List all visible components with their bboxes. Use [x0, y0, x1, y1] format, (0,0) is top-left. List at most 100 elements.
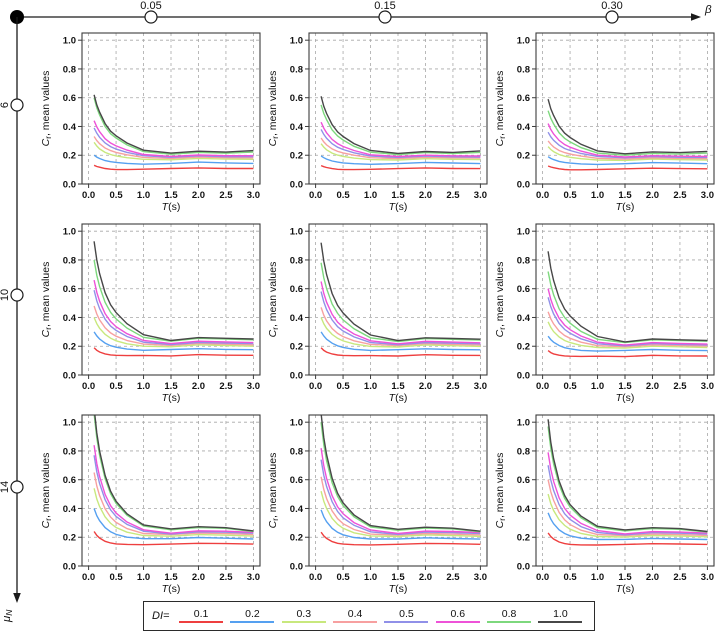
curve-di-0.4 [93, 305, 254, 347]
x-tick-label: 2.0 [646, 572, 659, 583]
curve-di-0.1 [93, 347, 254, 357]
y-tick-label: 0.0 [63, 370, 76, 381]
x-tick-label: 0.0 [536, 572, 549, 583]
x-tick-label: 1.0 [591, 572, 604, 583]
x-axis-label: T(s) [616, 583, 635, 595]
x-tick-label: 1.0 [364, 190, 377, 201]
y-axis-label: Cr, mean values [494, 71, 507, 147]
x-tick-label: 2.5 [446, 190, 460, 201]
y-tick-label: 0.0 [63, 561, 76, 572]
tick-marks [532, 230, 708, 379]
x-tick-label: 2.5 [446, 572, 460, 583]
legend-item-di-0.8: 0.8 [483, 609, 534, 623]
chart-grid: 0.0 0.5 1.0 1.5 2.0 2.5 3.0 0.0 0.2 0.4 0.6 0.8 1.0 T… [38, 24, 716, 597]
curve-di-0.8 [93, 259, 254, 342]
chart-cell: 0.0 0.5 1.0 1.5 2.0 2.5 3.0 0.0 0.2 0.4 0.6 0.8 1.0 T… [265, 24, 491, 215]
y-tick-label: 0.2 [63, 342, 76, 353]
curve-di-0.3 [547, 321, 708, 349]
curve-di-0.2 [320, 331, 481, 352]
x-tick-label: 0.0 [309, 381, 322, 392]
y-tick-label: 0.8 [290, 255, 303, 266]
curve-di-0.2 [547, 512, 708, 541]
legend-di-label: DI= [152, 610, 170, 622]
chart-cell: 0.0 0.5 1.0 1.5 2.0 2.5 3.0 0.0 0.2 0.4 0.6 0.8 1.0 T… [492, 406, 716, 597]
beta-axis-symbol: β [704, 4, 712, 16]
chart-cell: 0.0 0.5 1.0 1.5 2.0 2.5 3.0 0.0 0.2 0.4 0.6 0.8 1.0 T… [38, 406, 264, 597]
y-tick-label: 0.4 [290, 122, 304, 133]
y-tick-label: 0.2 [517, 342, 530, 353]
gridlines [82, 415, 260, 566]
curve-di-0.4 [320, 307, 481, 347]
beta-tick-circle-icon [605, 10, 619, 24]
y-tick-label: 0.4 [517, 313, 531, 324]
curve-di-0.3 [93, 317, 254, 348]
x-tick-label: 1.5 [164, 572, 178, 583]
x-tick-label: 3.0 [474, 381, 487, 392]
curve-di-0.1 [547, 532, 708, 546]
chart-cell: 0.0 0.5 1.0 1.5 2.0 2.5 3.0 0.0 0.2 0.4 0.6 0.8 1.0 T… [265, 406, 491, 597]
x-tick-label: 1.5 [164, 381, 178, 392]
x-tick-label: 1.5 [164, 190, 178, 201]
curves [93, 415, 254, 546]
tick-marks [532, 421, 708, 570]
x-tick-label: 1.0 [364, 381, 377, 392]
curves [320, 96, 481, 171]
gridlines [309, 224, 487, 375]
curve-di-0.5 [547, 131, 708, 159]
x-axis-label: T(s) [389, 583, 408, 595]
mu-axis-symbol: μN [1, 609, 14, 623]
x-tick-label: 1.0 [137, 572, 150, 583]
curves [547, 99, 708, 171]
x-axis-label: T(s) [389, 201, 408, 213]
curve-di-0.2 [547, 156, 708, 166]
mu-tick-circle-icon [10, 98, 24, 112]
y-tick-label: 1.0 [517, 35, 530, 46]
y-axis-label: Cr, mean values [267, 453, 280, 529]
curve-di-0.2 [93, 508, 254, 540]
curve-di-0.2 [320, 509, 481, 540]
y-tick-label: 0.6 [517, 93, 530, 104]
curve-di-0.5 [547, 465, 708, 536]
curve-di-0.1 [320, 347, 481, 357]
gridlines [536, 224, 714, 375]
curve-di-0.4 [93, 136, 254, 160]
curves [93, 94, 254, 171]
curves [320, 242, 481, 357]
legend-item-di-1.0: 1.0 [535, 609, 586, 623]
curve-di-0.2 [320, 155, 481, 166]
tick-labels: 0.0 0.5 1.0 1.5 2.0 2.5 3.0 0.0 0.2 0.4 0.6 0.8 1.0 [517, 417, 714, 583]
y-tick-label: 0.8 [63, 255, 76, 266]
curve-di-0.8 [320, 104, 481, 156]
x-tick-label: 0.0 [82, 572, 95, 583]
x-tick-label: 2.0 [646, 381, 659, 392]
x-tick-label: 2.5 [446, 381, 460, 392]
legend-item-di-0.4: 0.4 [329, 609, 380, 623]
curve-di-0.1 [547, 350, 708, 358]
x-tick-label: 0.5 [336, 190, 350, 201]
tick-labels: 0.0 0.5 1.0 1.5 2.0 2.5 3.0 0.0 0.2 0.4 0.6 0.8 1.0 [517, 35, 714, 201]
curve-di-0.5 [320, 291, 481, 346]
beta-tick-label: 0.05 [140, 0, 161, 12]
legend-item-value: 0.8 [501, 608, 517, 620]
y-tick-label: 1.0 [63, 35, 76, 46]
mu-tick-label: 6 [0, 102, 11, 108]
tick-labels: 0.0 0.5 1.0 1.5 2.0 2.5 3.0 0.0 0.2 0.4 0.6 0.8 1.0 [290, 226, 487, 392]
x-tick-label: 1.5 [618, 572, 632, 583]
x-tick-label: 3.0 [701, 190, 714, 201]
x-tick-label: 0.0 [82, 381, 95, 392]
y-tick-label: 0.4 [63, 122, 77, 133]
x-tick-label: 2.5 [673, 190, 687, 201]
x-tick-label: 0.5 [109, 572, 123, 583]
y-tick-label: 0.6 [290, 93, 303, 104]
curve-di-0.1 [547, 165, 708, 171]
x-tick-label: 1.5 [391, 190, 405, 201]
y-tick-label: 1.0 [290, 417, 303, 428]
x-tick-label: 2.0 [419, 572, 432, 583]
legend-item-di-0.5: 0.5 [381, 609, 432, 623]
tick-marks [305, 421, 481, 570]
y-tick-label: 1.0 [517, 417, 530, 428]
tick-marks [78, 230, 254, 379]
y-tick-label: 0.2 [290, 151, 303, 162]
tick-marks [532, 39, 708, 188]
